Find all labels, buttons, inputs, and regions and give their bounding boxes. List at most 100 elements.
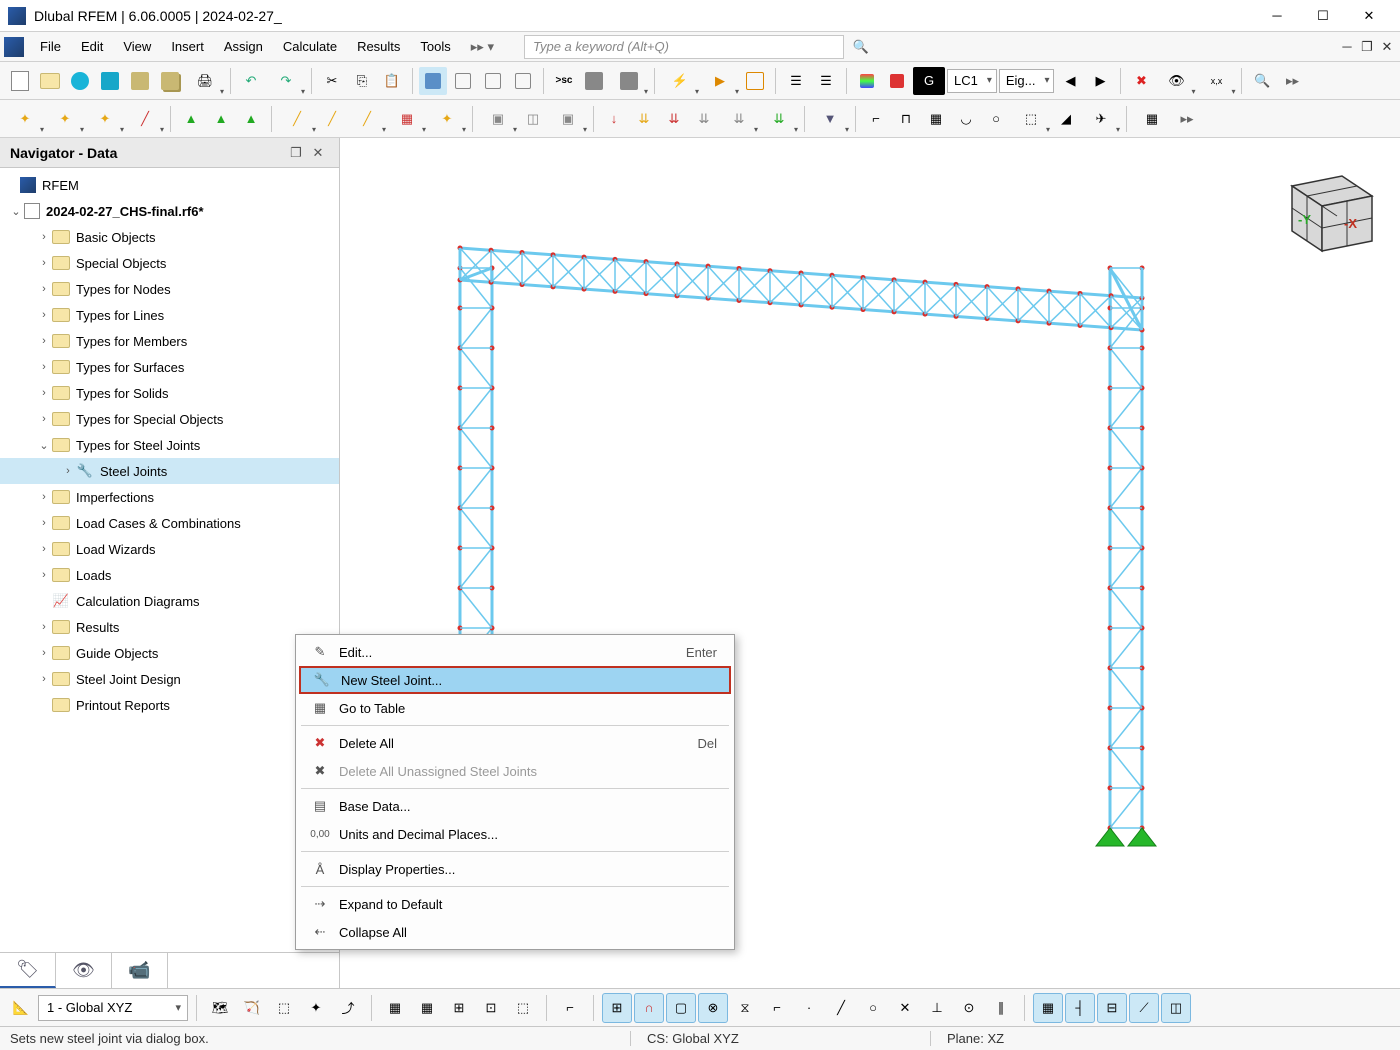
eye-button[interactable]: 👁▾ (1157, 67, 1195, 95)
print-button[interactable]: 🖨▾ (186, 67, 224, 95)
shape-tool-3[interactable]: ▦ (922, 105, 950, 133)
menu-calculate[interactable]: Calculate (273, 35, 347, 58)
snap-btn-13[interactable]: ∥ (986, 993, 1016, 1023)
new-file-button[interactable] (6, 67, 34, 95)
g-chip[interactable]: G (913, 67, 945, 95)
redo-button[interactable]: ↷▾ (267, 67, 305, 95)
save-all-button[interactable] (156, 67, 184, 95)
toolbar-more-2[interactable]: ▸▸ (1173, 105, 1201, 133)
bbtn-11[interactable]: ⌐ (555, 993, 585, 1023)
nav-tab-data[interactable]: 🏷 (0, 953, 56, 988)
ctx-expand[interactable]: ⇢ Expand to Default (299, 890, 731, 918)
animate-results-button[interactable]: ▶▾ (701, 67, 739, 95)
load-tool-4[interactable]: ⇊ (690, 105, 718, 133)
panel-minimize-icon[interactable]: ─ (1338, 38, 1356, 56)
member-tool-1[interactable]: ╱▾ (278, 105, 316, 133)
bbtn-9[interactable]: ⊡ (476, 993, 506, 1023)
tree-item-basic-objects[interactable]: ›Basic Objects (0, 224, 339, 250)
tree-item-imperfections[interactable]: ›Imperfections (0, 484, 339, 510)
eig-combo[interactable]: Eig... (999, 69, 1055, 93)
snap-btn-6[interactable]: ⌐ (762, 993, 792, 1023)
tree-item-guide-objects[interactable]: ›Guide Objects (0, 640, 339, 666)
nav-tab-views[interactable]: 📹 (112, 953, 168, 988)
load-tool-6[interactable]: ⇊▾ (760, 105, 798, 133)
guide-btn-3[interactable]: ⊟ (1097, 993, 1127, 1023)
panel-restore-icon[interactable]: ❐ (1358, 38, 1376, 56)
ctx-collapse[interactable]: ⇠ Collapse All (299, 918, 731, 946)
load-tool-2[interactable]: ⇊ (630, 105, 658, 133)
tree-item-types-solids[interactable]: ›Types for Solids (0, 380, 339, 406)
undo-button[interactable]: ↶ (237, 67, 265, 95)
bbtn-8[interactable]: ⊞ (444, 993, 474, 1023)
shape-tool-8[interactable]: ✈▾ (1082, 105, 1120, 133)
ctx-edit[interactable]: ✎ Edit... Enter (299, 638, 731, 666)
orientation-cube[interactable]: -Y-X (1262, 156, 1382, 256)
save-button[interactable] (126, 67, 154, 95)
tree-item-results[interactable]: ›Results (0, 614, 339, 640)
ctx-units[interactable]: 0,00 Units and Decimal Places... (299, 820, 731, 848)
support-tool-3[interactable]: ▲ (237, 105, 265, 133)
snap-magnet-button[interactable]: ∩ (634, 993, 664, 1023)
navigator-tree[interactable]: RFEM ⌄2024-02-27_CHS-final.rf6* ›Basic O… (0, 168, 339, 952)
menu-file[interactable]: File (30, 35, 71, 58)
bbtn-6[interactable]: ▦ (380, 993, 410, 1023)
panel-view-1[interactable] (419, 67, 447, 95)
result-toggle-button[interactable] (741, 67, 769, 95)
menu-view[interactable]: View (113, 35, 161, 58)
snap-btn-7[interactable]: · (794, 993, 824, 1023)
node-tool-3[interactable]: ✦▾ (86, 105, 124, 133)
ctx-goto-table[interactable]: ▦ Go to Table (299, 694, 731, 722)
cloud-sync-button[interactable] (66, 67, 94, 95)
plane-icon-button[interactable]: 📐 (6, 993, 36, 1023)
tree-item-steel-joint-design[interactable]: ›Steel Joint Design (0, 666, 339, 692)
next-lc-button[interactable]: ▶ (1086, 67, 1114, 95)
layer-button-2[interactable]: ☰ (812, 67, 840, 95)
nav-tab-display[interactable]: 👁 (56, 953, 112, 988)
bbtn-5[interactable]: ⤴ (333, 993, 363, 1023)
tree-item-calc-diagrams[interactable]: 📈Calculation Diagrams (0, 588, 339, 614)
solid-tool-1[interactable]: ▣▾ (479, 105, 517, 133)
navigator-close-button[interactable]: ✕ (307, 142, 329, 164)
tree-item-loads[interactable]: ›Loads (0, 562, 339, 588)
snap-btn-5[interactable]: ⧖ (730, 993, 760, 1023)
cloud-model-button[interactable] (96, 67, 124, 95)
guide-btn-5[interactable]: ◫ (1161, 993, 1191, 1023)
snap-btn-11[interactable]: ⊥ (922, 993, 952, 1023)
solid-tool-3[interactable]: ▣▾ (549, 105, 587, 133)
lc-combo[interactable]: LC1 (947, 69, 997, 93)
magnify-button[interactable]: 🔍 (1248, 67, 1276, 95)
support-tool-2[interactable]: ▲ (207, 105, 235, 133)
tree-item-load-wizards[interactable]: ›Load Wizards (0, 536, 339, 562)
shape-tool-2[interactable]: ⊓ (892, 105, 920, 133)
tree-item-types-surfaces[interactable]: ›Types for Surfaces (0, 354, 339, 380)
tree-item-types-steel-joints[interactable]: ⌄Types for Steel Joints (0, 432, 339, 458)
layer-button-1[interactable]: ☰ (782, 67, 810, 95)
load-tool-3[interactable]: ⇊ (660, 105, 688, 133)
snap-btn-4[interactable]: ⊗ (698, 993, 728, 1023)
load-tool-1[interactable]: ↓ (600, 105, 628, 133)
tree-item-steel-joints[interactable]: ›🔧Steel Joints (0, 458, 339, 484)
tree-item-printout-reports[interactable]: Printout Reports (0, 692, 339, 718)
member-tool-5[interactable]: ✦▾ (428, 105, 466, 133)
maximize-button[interactable]: ☐ (1300, 1, 1346, 31)
guide-btn-4[interactable]: ⟋ (1129, 993, 1159, 1023)
script-button[interactable]: >sc (550, 67, 578, 95)
menu-results[interactable]: Results (347, 35, 410, 58)
bbtn-1[interactable]: 🗺 (205, 993, 235, 1023)
navigator-undock-button[interactable]: ❐ (285, 142, 307, 164)
open-file-button[interactable] (36, 67, 64, 95)
menu-tools[interactable]: Tools (410, 35, 460, 58)
member-tool-3[interactable]: ╱▾ (348, 105, 386, 133)
tree-root[interactable]: RFEM (0, 172, 339, 198)
shape-tool-1[interactable]: ⌐ (862, 105, 890, 133)
shape-tool-6[interactable]: ⬚▾ (1012, 105, 1050, 133)
tree-item-types-members[interactable]: ›Types for Members (0, 328, 339, 354)
prev-lc-button[interactable]: ◀ (1056, 67, 1084, 95)
paste-button[interactable]: 📋 (378, 67, 406, 95)
menu-insert[interactable]: Insert (161, 35, 214, 58)
search-icon[interactable]: 🔍 (850, 36, 872, 58)
guide-btn-1[interactable]: ▦ (1033, 993, 1063, 1023)
calc-button-2[interactable]: ▾ (610, 67, 648, 95)
bbtn-7[interactable]: ▦ (412, 993, 442, 1023)
shape-tool-5[interactable]: ○ (982, 105, 1010, 133)
